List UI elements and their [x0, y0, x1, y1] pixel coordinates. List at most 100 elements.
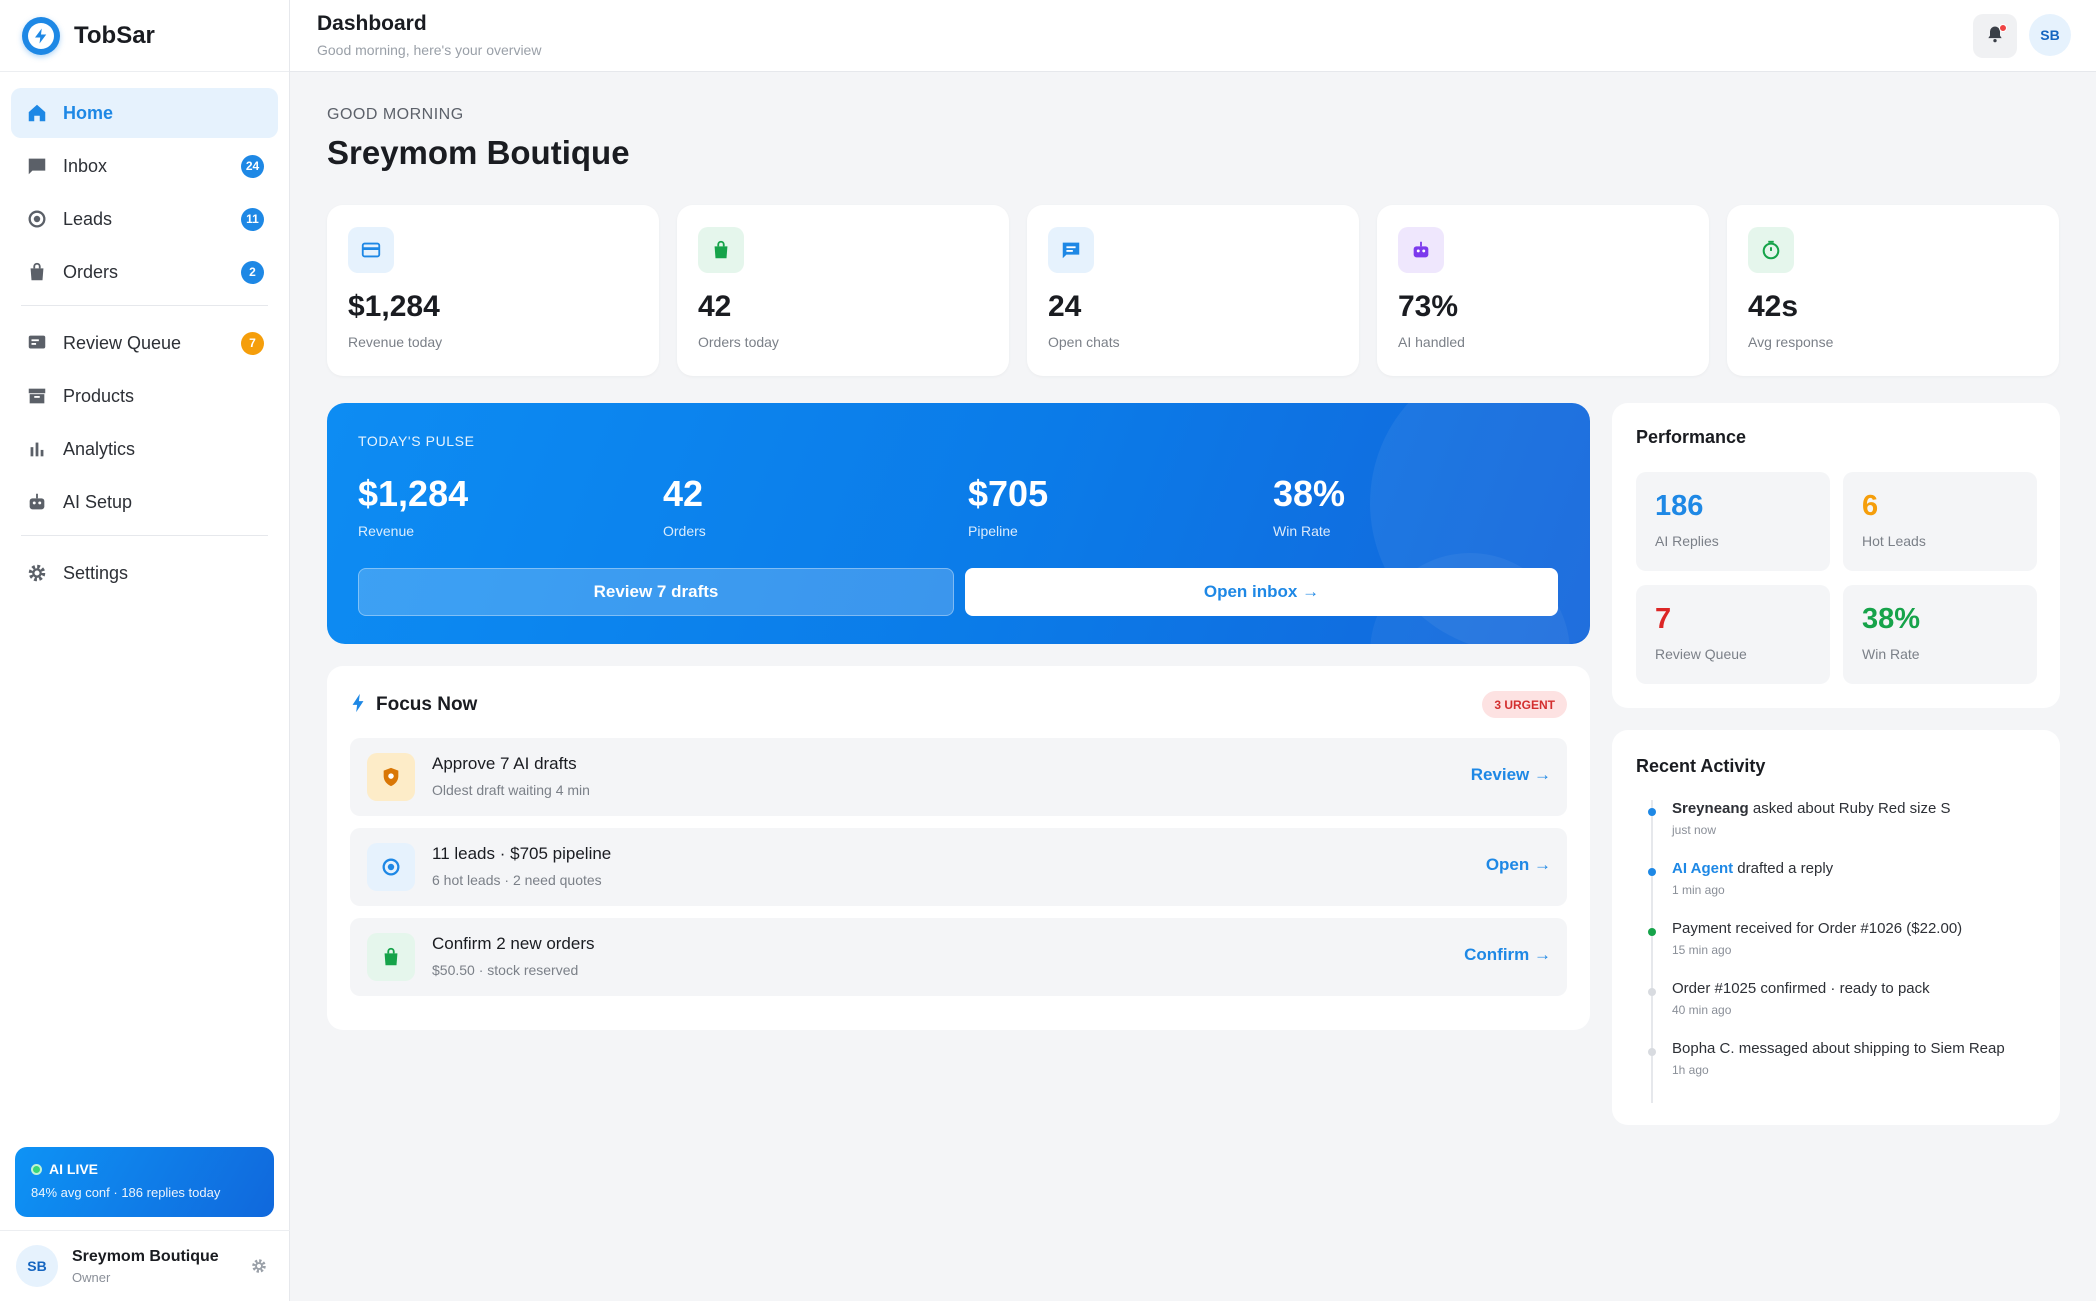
live-status-dot-icon — [31, 1163, 42, 1175]
sidebar-item-orders[interactable]: Orders 2 — [11, 247, 278, 297]
timer-icon — [1748, 227, 1794, 273]
nav-divider — [21, 305, 268, 306]
focus-title: Focus Now — [376, 694, 478, 715]
todays-pulse-card: TODAY'S PULSE $1,284 Revenue 42 Orders $… — [327, 403, 1590, 644]
sidebar-nav: Home Inbox 24 Leads 11 Orders 2 Review Q… — [0, 72, 289, 598]
ai-live-card[interactable]: AI LIVE 84% avg conf · 186 replies today — [15, 1147, 274, 1217]
task-subtitle: $50.50 · stock reserved — [432, 962, 579, 978]
pulse-metric: 42 Orders — [663, 473, 706, 539]
perf-value: 7 — [1655, 603, 1672, 635]
performance-card: Performance 186 AI Replies 6 Hot Leads 7… — [1612, 403, 2060, 708]
activity-text: Payment received for Order #1026 ($22.00… — [1672, 920, 1963, 937]
bell-icon — [1985, 24, 2005, 49]
sidebar-item-label: Review Queue — [63, 332, 182, 353]
sidebar-item-label: Products — [63, 385, 135, 406]
timeline-line — [1651, 800, 1653, 1103]
robot-icon — [25, 490, 49, 514]
perf-value: 186 — [1655, 490, 1704, 522]
pulse-metric-label: Revenue — [358, 523, 415, 539]
perf-metric[interactable]: 7 Review Queue — [1636, 585, 1830, 684]
stat-card-revenue[interactable]: $1,284 Revenue today — [327, 205, 659, 376]
user-profile[interactable]: SB Sreymom Boutique Owner — [0, 1230, 290, 1301]
perf-label: Hot Leads — [1862, 533, 1926, 549]
focus-task[interactable]: Confirm 2 new orders $50.50 · stock rese… — [350, 918, 1567, 996]
open-link[interactable]: Open → — [1485, 855, 1551, 874]
card-icon — [348, 227, 394, 273]
activity-item[interactable]: Payment received for Order #1026 ($22.00… — [1636, 920, 2036, 957]
stat-value: 42 — [698, 290, 732, 323]
page-title: Dashboard — [317, 12, 427, 35]
sidebar-item-label: Leads — [63, 208, 113, 229]
stat-card-ai-handled[interactable]: 73% AI handled — [1377, 205, 1709, 376]
stat-card-orders[interactable]: 42 Orders today — [677, 205, 1009, 376]
focus-task[interactable]: Approve 7 AI drafts Oldest draft waiting… — [350, 738, 1567, 816]
stat-card-chats[interactable]: 24 Open chats — [1027, 205, 1359, 376]
activity-actor: Sreyneang — [1672, 800, 1749, 817]
robot-icon — [1398, 227, 1444, 273]
sidebar-item-label: Home — [63, 102, 114, 123]
review-link[interactable]: Review → — [1470, 765, 1551, 784]
sidebar: TobSar Home Inbox 24 Leads 11 Orders 2 — [0, 0, 290, 1301]
review-drafts-button[interactable]: Review 7 drafts — [358, 568, 954, 616]
bag-icon — [698, 227, 744, 273]
bag-icon — [25, 260, 49, 284]
chat-icon — [1048, 227, 1094, 273]
recent-activity-card: Recent Activity Sreyneang asked about Ru… — [1612, 730, 2060, 1125]
avatar[interactable]: SB — [2029, 14, 2071, 56]
timeline-dot-icon — [1648, 988, 1656, 996]
perf-metric[interactable]: 38% Win Rate — [1843, 585, 2037, 684]
sidebar-item-home[interactable]: Home — [11, 88, 278, 138]
sidebar-item-label: Analytics — [63, 438, 136, 459]
activity-item[interactable]: Sreyneang asked about Ruby Red size S ju… — [1636, 800, 2036, 837]
pulse-metric-value: 38% — [1273, 473, 1346, 514]
stat-label: Open chats — [1048, 334, 1120, 350]
sidebar-item-analytics[interactable]: Analytics — [11, 424, 278, 474]
urgent-badge: 3 URGENT — [1482, 691, 1567, 718]
activity-item[interactable]: Bopha C. messaged about shipping to Siem… — [1636, 1040, 2036, 1077]
stat-value: $1,284 — [348, 290, 440, 323]
page-subtitle: Good morning, here's your overview — [317, 42, 542, 58]
pulse-metric-label: Orders — [663, 523, 706, 539]
timeline-dot-icon — [1648, 868, 1656, 876]
perf-metric[interactable]: 186 AI Replies — [1636, 472, 1830, 571]
stat-value: 73% — [1398, 290, 1459, 323]
stat-value: 42s — [1748, 290, 1799, 323]
stat-card-avg-response[interactable]: 42s Avg response — [1727, 205, 2059, 376]
gear-icon[interactable] — [250, 1257, 268, 1280]
activity-time: 1 min ago — [1672, 883, 1725, 897]
activity-time: just now — [1672, 823, 1717, 837]
inbox-count-badge: 24 — [241, 154, 264, 178]
activity-item[interactable]: Order #1025 confirmed · ready to pack 40… — [1636, 980, 2036, 1017]
sidebar-item-review-queue[interactable]: Review Queue 7 — [11, 318, 278, 368]
sidebar-item-label: Orders — [63, 261, 119, 282]
perf-label: AI Replies — [1655, 533, 1719, 549]
task-title: Approve 7 AI drafts — [432, 754, 577, 773]
activity-item[interactable]: AI Agent drafted a reply 1 min ago — [1636, 860, 2036, 897]
sidebar-item-ai-setup[interactable]: AI Setup — [11, 477, 278, 527]
stat-label: Revenue today — [348, 334, 443, 350]
lightning-icon — [350, 693, 366, 718]
brand[interactable]: TobSar — [0, 0, 289, 72]
sidebar-item-inbox[interactable]: Inbox 24 — [11, 141, 278, 191]
pulse-metric: $1,284 Revenue — [358, 473, 468, 539]
sidebar-item-products[interactable]: Products — [11, 371, 278, 421]
activity-text: drafted a reply — [1733, 860, 1834, 877]
stat-value: 24 — [1048, 290, 1082, 323]
chat-icon — [25, 154, 49, 178]
perf-value: 6 — [1862, 490, 1879, 522]
task-title: 11 leads · $705 pipeline — [432, 844, 612, 863]
focus-task[interactable]: 11 leads · $705 pipeline 6 hot leads · 2… — [350, 828, 1567, 906]
brand-name: TobSar — [74, 21, 155, 49]
sidebar-item-settings[interactable]: Settings — [11, 548, 278, 598]
focus-now-card: Focus Now 3 URGENT Approve 7 AI drafts O… — [327, 666, 1590, 1030]
sidebar-item-leads[interactable]: Leads 11 — [11, 194, 278, 244]
timeline-dot-icon — [1648, 808, 1656, 816]
pulse-metric-label: Win Rate — [1273, 523, 1331, 539]
confirm-link[interactable]: Confirm → — [1464, 945, 1551, 964]
perf-metric[interactable]: 6 Hot Leads — [1843, 472, 2037, 571]
brand-logo-icon — [22, 16, 60, 55]
open-inbox-button[interactable]: Open inbox → — [965, 568, 1558, 616]
ai-live-detail: 84% avg conf · 186 replies today — [31, 1185, 221, 1200]
notifications-button[interactable] — [1973, 14, 2017, 58]
stat-label: AI handled — [1398, 334, 1465, 350]
